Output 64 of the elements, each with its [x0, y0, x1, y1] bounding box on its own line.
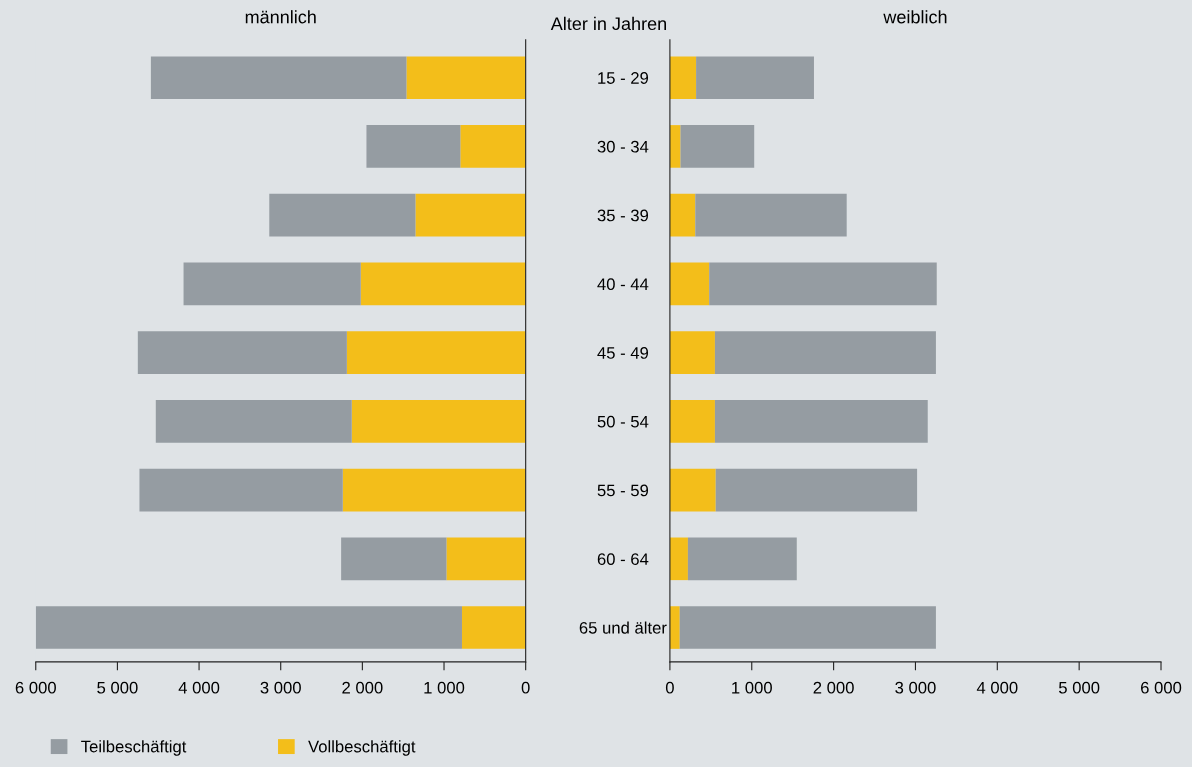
bar — [269, 193, 416, 237]
x-tick-label: 1 000 — [424, 681, 465, 694]
bar — [669, 125, 681, 168]
x-tick-label: 5 000 — [1058, 681, 1100, 694]
x-tick-label: 2 000 — [813, 681, 854, 694]
x-tick-label: 6 000 — [1141, 681, 1182, 694]
y-tick-label: 35 - 39 — [597, 209, 649, 222]
bar — [669, 606, 680, 649]
x-tick-label: 5 000 — [97, 681, 138, 694]
bar — [715, 468, 918, 512]
bar — [35, 606, 462, 649]
bar — [183, 262, 361, 306]
bar — [351, 400, 526, 443]
bar — [679, 606, 936, 649]
bar — [714, 331, 936, 374]
y-tick-label: 55 - 59 — [597, 484, 649, 497]
y-tick-label: 65 und älter — [579, 621, 667, 634]
chart-title: weiblich — [883, 10, 947, 24]
y-tick-label: 60 - 64 — [597, 553, 649, 566]
bar — [695, 193, 847, 237]
x-tick-label: 4 000 — [976, 681, 1018, 694]
bar — [342, 468, 526, 512]
bar — [346, 331, 526, 374]
y-tick-label: 40 - 44 — [597, 278, 649, 291]
y-axis-title: Alter in Jahren — [550, 16, 666, 31]
bar — [137, 331, 347, 374]
bar — [669, 331, 715, 374]
y-tick-label: 30 - 34 — [597, 140, 649, 153]
chart-title: männlich — [245, 10, 316, 24]
y-tick-label: 15 - 29 — [598, 72, 649, 84]
bar — [709, 262, 937, 306]
legend-label: Vollbeschäftigt — [308, 740, 416, 756]
bar — [669, 537, 688, 581]
bar — [669, 56, 697, 99]
bar — [366, 125, 461, 168]
bar — [669, 400, 715, 443]
x-tick-label: 4 000 — [178, 681, 220, 694]
bar — [460, 125, 526, 168]
bar — [669, 468, 716, 512]
x-tick-label: 1 000 — [732, 681, 772, 694]
bar — [341, 537, 447, 581]
bar — [687, 537, 797, 581]
bar — [415, 193, 526, 237]
bar — [461, 606, 526, 649]
bar — [139, 468, 343, 512]
bar — [714, 400, 928, 443]
y-tick-label: 45 - 49 — [597, 347, 649, 359]
x-tick-label: 0 — [665, 681, 674, 694]
x-tick-label: 6 000 — [15, 681, 56, 694]
bar — [446, 537, 526, 581]
bar — [150, 56, 407, 99]
legend-label: Teilbeschäftigt — [81, 740, 187, 756]
x-tick-label: 2 000 — [342, 681, 383, 694]
bar — [406, 56, 526, 99]
bar — [696, 56, 814, 99]
bar — [669, 262, 710, 306]
bar — [680, 125, 755, 168]
bar — [155, 400, 352, 443]
x-tick-label: 3 000 — [895, 681, 936, 694]
x-tick-label: 3 000 — [260, 681, 301, 694]
y-tick-label: 50 - 54 — [597, 415, 649, 428]
bar — [360, 262, 526, 306]
bar — [669, 193, 696, 237]
x-tick-label: 0 — [521, 681, 530, 694]
